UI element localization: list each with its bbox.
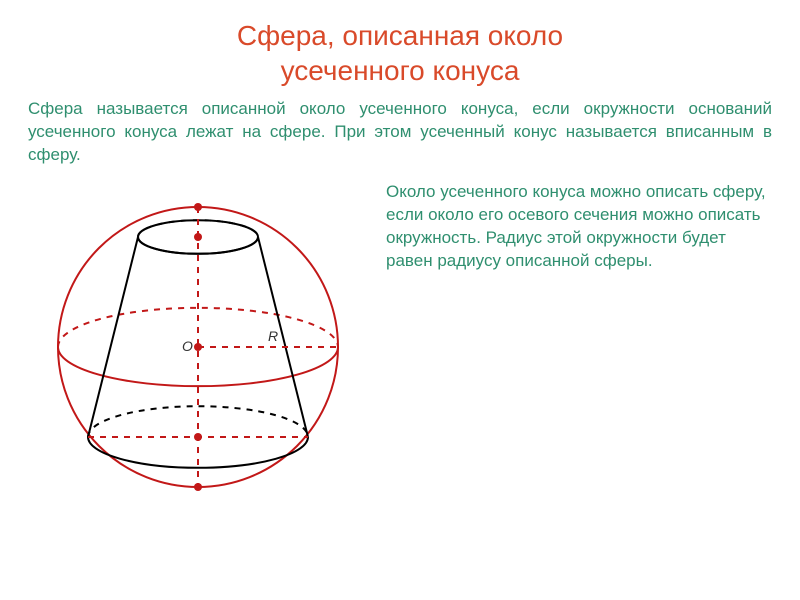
side-paragraph: Около усеченного конуса можно описать сф… — [386, 177, 772, 517]
title-line-1: Сфера, описанная около — [0, 18, 800, 53]
page-title: Сфера, описанная около усеченного конуса — [0, 0, 800, 88]
diagram: OR — [28, 177, 368, 517]
svg-text:R: R — [268, 328, 278, 344]
title-line-2: усеченного конуса — [0, 53, 800, 88]
content-row: OR Около усеченного конуса можно описать… — [0, 167, 800, 517]
intro-paragraph: Сфера называется описанной около усеченн… — [0, 88, 800, 167]
svg-text:O: O — [182, 338, 193, 354]
